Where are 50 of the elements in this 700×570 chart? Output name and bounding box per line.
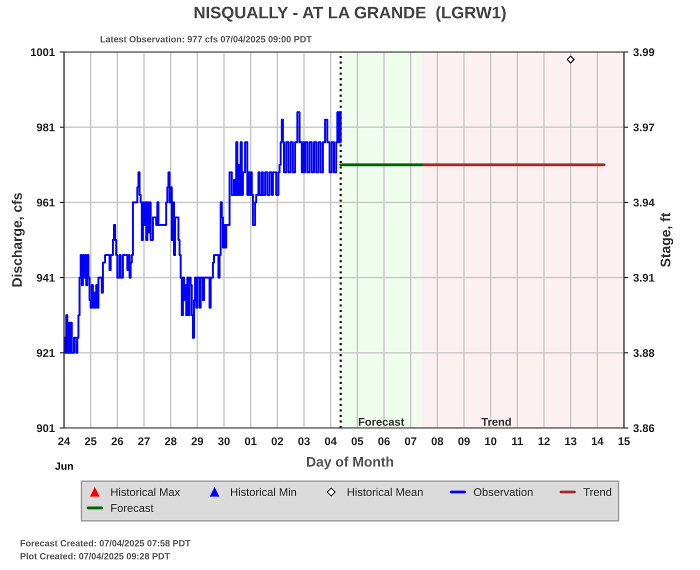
y2-tick-label: 3.94 — [633, 198, 655, 207]
x-tick-label: 14 — [592, 437, 604, 446]
text: Forecast Created: 07/04/2025 07:58 PDT — [20, 540, 191, 547]
x-tick-label: 28 — [164, 437, 177, 446]
text: Latest Observation: 977 cfs 07/04/2025 09:00 PDT — [100, 36, 312, 43]
x-tick-label: 08 — [432, 437, 444, 446]
legend-label: Historical Max — [111, 488, 180, 496]
x-tick-label: 30 — [218, 437, 230, 446]
band-label: Forecast — [358, 418, 404, 426]
text: Jun — [55, 462, 73, 470]
x-tick-label: 09 — [458, 437, 470, 446]
y-tick-label: 901 — [36, 424, 55, 432]
x-axis-title: Day of Month — [306, 456, 394, 470]
text: Plot Created: 07/04/2025 09:28 PDT — [20, 552, 170, 560]
x-tick-label: 26 — [112, 437, 124, 446]
x-tick-label: 01 — [244, 437, 257, 446]
y2-tick-label: 3.91 — [633, 274, 654, 282]
x-tick-label: 12 — [538, 437, 550, 446]
legend-label: Observation — [474, 488, 533, 496]
x-tick-label: 02 — [272, 437, 284, 446]
x-tick-label: 13 — [565, 437, 576, 446]
y2-tick-label: 3.99 — [633, 48, 654, 56]
y-tick-label: 1001 — [30, 48, 55, 56]
legend-label: Trend — [584, 488, 612, 496]
legend-label: Historical Min — [231, 488, 296, 496]
y2-tick-label: 3.88 — [633, 349, 654, 357]
y-tick-label: 941 — [36, 274, 55, 282]
x-tick-label: 10 — [485, 437, 496, 446]
y-tick-label: 921 — [36, 349, 55, 357]
x-tick-label: 29 — [192, 437, 204, 446]
y2-tick-label: 3.97 — [633, 123, 654, 132]
x-tick-label: 06 — [378, 437, 390, 446]
x-tick-label: 27 — [138, 437, 150, 446]
y-tick-label: 981 — [36, 123, 55, 132]
x-tick-label: 07 — [404, 437, 416, 446]
legend-label: Historical Mean — [348, 488, 423, 496]
legend-label: Forecast — [111, 504, 154, 512]
x-tick-label: 04 — [324, 437, 337, 446]
x-tick-label: 25 — [84, 437, 97, 446]
y-tick-label: 961 — [36, 198, 55, 207]
y2-tick-label: 3.86 — [633, 424, 654, 432]
x-tick-label: 24 — [58, 437, 70, 446]
x-tick-label: 15 — [618, 437, 630, 446]
chart-title: NISQUALLY - AT LA GRANDE (LGRW1) — [194, 6, 506, 22]
y2-axis-title: Stage, ft — [660, 212, 674, 267]
x-tick-label: 11 — [512, 437, 523, 446]
x-tick-label: 03 — [298, 437, 310, 446]
band-label: Trend — [481, 418, 511, 426]
y-axis-title: Discharge, cfs — [12, 193, 25, 287]
x-tick-label: 05 — [352, 437, 364, 446]
